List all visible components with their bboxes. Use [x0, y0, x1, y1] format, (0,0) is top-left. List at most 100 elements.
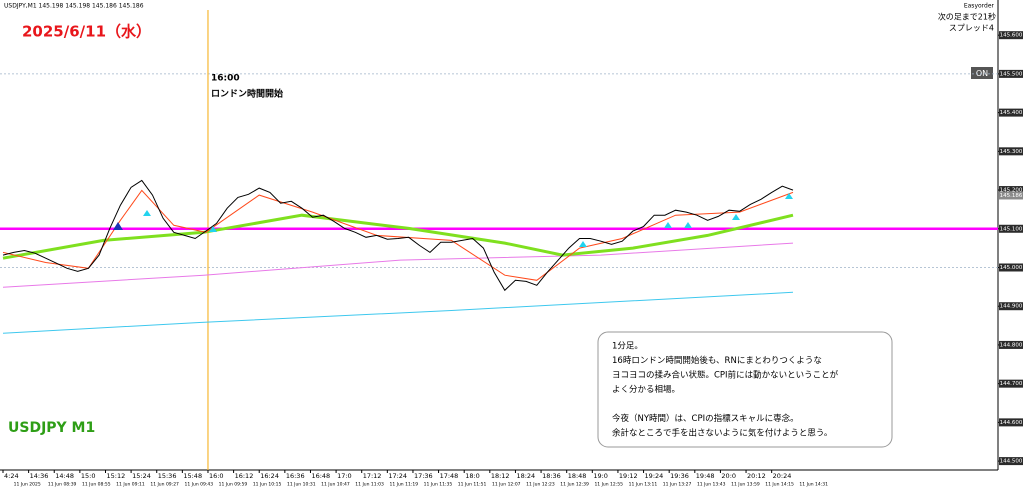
- moving-average: [2, 213, 794, 260]
- date-label: 2025/6/11（水）: [22, 23, 151, 41]
- y-tick-label: 144.600: [1000, 420, 1023, 426]
- arrow: [209, 226, 217, 232]
- panel-timer: 次の足まで21秒: [938, 12, 996, 22]
- y-tick-box: [999, 108, 1023, 117]
- x-tick-label: 19:12: [619, 472, 638, 480]
- x-tick-label: 18:48: [568, 472, 587, 480]
- x-date-label: 11 Jun 11:51: [458, 482, 487, 488]
- arrow: [785, 193, 793, 199]
- session-time: 16:00: [211, 74, 240, 84]
- y-tick-box: [999, 457, 1023, 466]
- x-date-label: 11 Jun 10:31: [287, 482, 316, 488]
- x-date-label: 11 Jun 13:59: [731, 482, 760, 488]
- x-tick-label: 14:36: [30, 472, 49, 480]
- x-tick-label: 17:36: [414, 472, 433, 480]
- y-tick-box: [999, 147, 1023, 156]
- y-tick-label: 145.200: [1000, 188, 1023, 194]
- arrow: [732, 214, 740, 220]
- y-tick-label: 145.100: [1000, 226, 1023, 232]
- x-tick-label: 19:24: [645, 472, 664, 480]
- x-tick-label: 16:0: [209, 472, 224, 480]
- y-tick-box: [999, 418, 1023, 427]
- y-tick-box: [999, 186, 1023, 195]
- x-date-label: 11 Jun 12:55: [594, 482, 623, 488]
- x-tick-label: 16:12: [235, 472, 254, 480]
- x-date-label: 11 Jun 11:35: [424, 482, 453, 488]
- note-line: ヨコヨコの揉み合い状態。CPI前には動かないということが: [612, 370, 839, 381]
- x-tick-label: 16:24: [260, 472, 279, 480]
- y-tick-label: 145.500: [1000, 71, 1023, 77]
- x-date-label: 11 Jun 12:07: [492, 482, 521, 488]
- y-tick-label: 145.000: [1000, 265, 1023, 271]
- note-line: 1分足。: [612, 342, 643, 352]
- note-line: 余計なところで手を出さないように気を付けようと思う。: [612, 428, 832, 439]
- x-date-label: 11 Jun 13:43: [697, 482, 726, 488]
- x-tick-label: 15:12: [106, 472, 125, 480]
- x-tick-label: 20:24: [773, 472, 792, 480]
- note-frame: [597, 331, 893, 448]
- x-date-label: 11 Jun 10:15: [253, 482, 282, 488]
- x-date-label: 11 Jun 08:39: [48, 482, 77, 488]
- x-tick-label: 17:12: [363, 472, 382, 480]
- signal-arrows: [113, 193, 793, 247]
- note-text: 1分足。 16時ロンドン時間開始後も、RNにまとわりつくようなヨコヨコの揉み合い状…: [612, 342, 839, 439]
- x-date-label: 11 Jun 2025: [14, 482, 41, 488]
- x-tick-label: 4:24: [4, 472, 19, 480]
- symbol-label: USDJPY M1: [8, 420, 95, 436]
- x-tick-label: 20:0: [721, 472, 736, 480]
- moving-average: [2, 291, 794, 334]
- x-tick-label: 15:24: [132, 472, 151, 480]
- x-date-label: 11 Jun 11:19: [389, 482, 418, 488]
- y-tick-label: 145.600: [1000, 33, 1023, 39]
- x-tick-label: 16:36: [286, 472, 305, 480]
- x-tick-label: 17:24: [388, 472, 407, 480]
- x-tick-label: 16:48: [311, 472, 330, 480]
- x-date-label: 11 Jun 08:55: [82, 482, 111, 488]
- price-line: [2, 179, 794, 292]
- y-tick-box: [999, 379, 1023, 388]
- x-tick-label: 18:36: [542, 472, 561, 480]
- x-date-label: 11 Jun 11:03: [355, 482, 384, 488]
- y-tick-label: 144.900: [1000, 304, 1023, 310]
- x-date-label: 11 Jun 09:27: [150, 482, 179, 488]
- y-tick-label: 145.400: [1000, 110, 1023, 116]
- y-tick-label: 144.500: [1000, 459, 1023, 465]
- x-tick-label: 19:48: [696, 472, 715, 480]
- y-tick-box: [999, 302, 1023, 311]
- arrow: [579, 241, 587, 247]
- y-tick-box: [999, 340, 1023, 349]
- x-tick-label: 18:12: [491, 472, 510, 480]
- x-date-label: 11 Jun 13:11: [629, 482, 658, 488]
- x-date-label: 11 Jun 14:15: [765, 482, 794, 488]
- x-date-label: 11 Jun 09:43: [184, 482, 213, 488]
- panel-title: Easyorder: [964, 3, 995, 10]
- note-line: 今夜（NY時間）は、CPIの指標スキャルに専念。: [612, 413, 799, 424]
- note-box: 1分足。 16時ロンドン時間開始後も、RNにまとわりつくようなヨコヨコの揉み合い状…: [597, 331, 893, 448]
- x-date-label: 11 Jun 12:23: [526, 482, 555, 488]
- moving-average: [2, 242, 794, 288]
- x-tick-label: 19:0: [593, 472, 608, 480]
- on-button[interactable]: ON: [971, 67, 993, 79]
- y-tick-label: 144.800: [1000, 342, 1023, 348]
- y-tick-box: [999, 224, 1023, 233]
- x-date-label: 11 Jun 09:59: [219, 482, 248, 488]
- x-tick-label: 14:48: [55, 472, 74, 480]
- x-tick-label: 17:0: [337, 472, 352, 480]
- on-button-label[interactable]: ON: [976, 69, 988, 78]
- x-tick-label: 18:24: [516, 472, 535, 480]
- x-date-label: 11 Jun 12:39: [560, 482, 589, 488]
- x-tick-label: 15:36: [158, 472, 177, 480]
- x-tick-label: 20:12: [747, 472, 766, 480]
- x-tick-label: 19:36: [670, 472, 689, 480]
- price-box: [999, 191, 1023, 200]
- on-button-bg[interactable]: [971, 67, 993, 79]
- x-date-label: 11 Jun 09:11: [116, 482, 145, 488]
- y-tick-box: [999, 31, 1023, 40]
- x-tick-label: 18:0: [465, 472, 480, 480]
- panel-spread: スプレッド4: [949, 24, 994, 33]
- x-date-label: 11 Jun 14:31: [799, 482, 828, 488]
- y-tick-label: 145.300: [1000, 149, 1023, 155]
- session-label: ロンドン時間開始: [211, 88, 283, 100]
- note-line: よく分かる相場。: [612, 384, 680, 395]
